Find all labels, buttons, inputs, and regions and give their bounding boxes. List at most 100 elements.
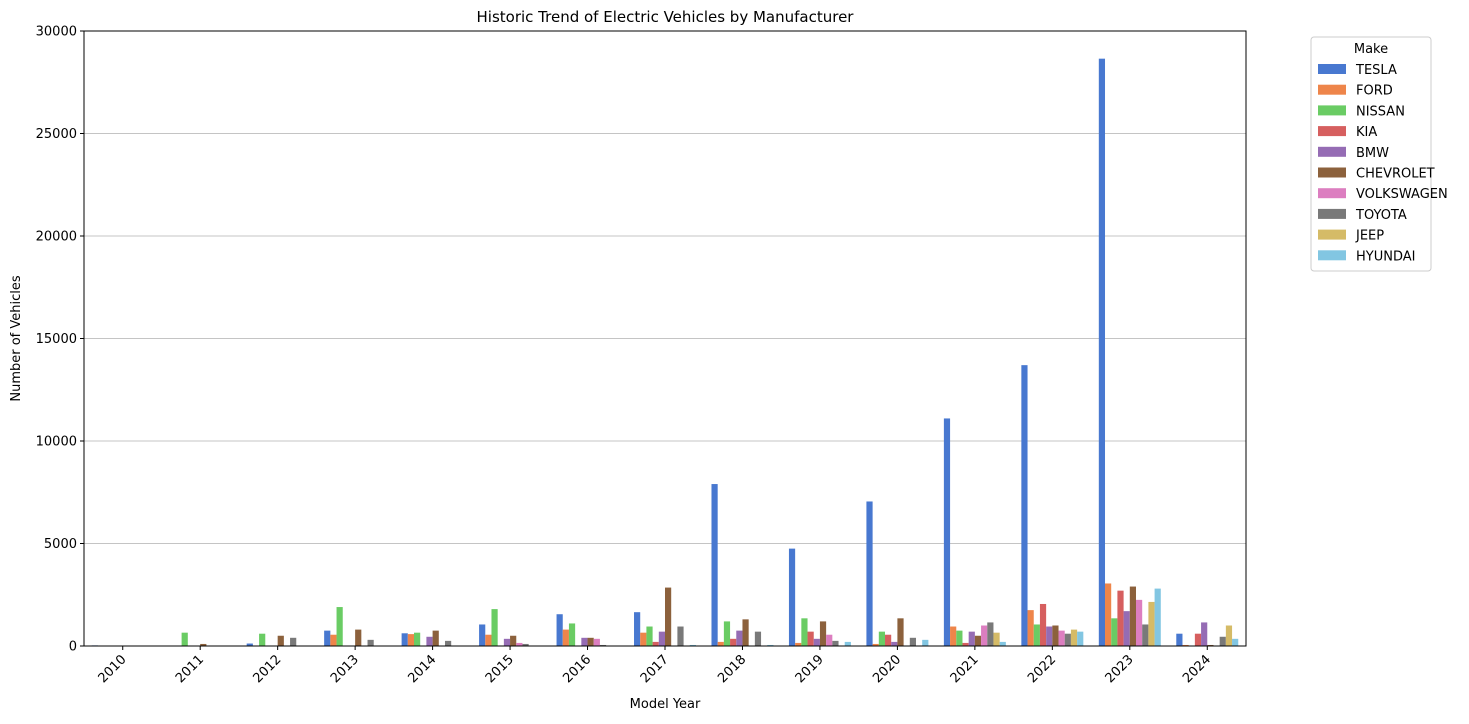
series-tesla: [91, 58, 1183, 647]
y-axis: 0 5000 10000 15000 20000 25000 30000: [36, 25, 84, 655]
bar: [1027, 610, 1034, 646]
legend-label: FORD: [1356, 84, 1393, 99]
bar: [414, 632, 421, 646]
legend-item-kia: KIA: [1318, 125, 1377, 140]
chart-title: Historic Trend of Electric Vehicles by M…: [477, 8, 855, 26]
bar: [1232, 638, 1239, 646]
bar: [562, 629, 569, 646]
bar: [355, 629, 362, 646]
bar: [723, 621, 731, 646]
x-axis-label: Model Year: [630, 697, 701, 712]
bar: [819, 621, 827, 646]
x-tick-label: 2015: [483, 652, 517, 686]
legend-swatch: [1318, 84, 1346, 95]
x-tick-label: 2023: [1103, 652, 1137, 686]
bar: [1098, 58, 1106, 647]
x-axis: 2010 2011 2012 2013 2014 2015 2016 2017 2018 2019…: [96, 646, 1214, 686]
bar: [1154, 588, 1161, 646]
bar: [795, 642, 802, 646]
bar: [200, 643, 207, 646]
bar: [444, 640, 452, 646]
bar: [367, 639, 374, 646]
legend-label: NISSAN: [1356, 104, 1405, 119]
bar: [522, 643, 529, 646]
bar: [336, 607, 343, 646]
series-volkswagen: [516, 599, 1143, 646]
bar: [593, 638, 600, 646]
legend-item-tesla: TESLA: [1318, 63, 1397, 78]
x-tick-label: 2013: [328, 652, 362, 686]
bar: [1046, 626, 1053, 646]
x-tick-label: 2022: [1025, 652, 1059, 686]
x-tick-label: 2017: [638, 652, 672, 686]
series-jeep: [993, 601, 1233, 646]
legend-item-volkswagen: VOLKSWAGEN: [1318, 187, 1448, 202]
bar: [640, 632, 647, 646]
y-tick-label: 10000: [36, 435, 77, 450]
bar: [330, 634, 337, 646]
x-tick-label: 2019: [793, 652, 827, 686]
series-bmw: [426, 611, 1208, 646]
bar: [922, 639, 929, 646]
legend: Make TESLA FORD NISSAN KIA BMW CHEVROLET VOLKS…: [1310, 36, 1448, 272]
bar: [736, 630, 743, 646]
bar: [1176, 633, 1183, 646]
x-tick-label: 2012: [250, 652, 284, 686]
bar: [767, 644, 774, 646]
bar: [599, 644, 607, 646]
bar: [290, 637, 297, 646]
bar: [807, 631, 814, 646]
legend-label: CHEVROLET: [1356, 167, 1435, 182]
legend-label: HYUNDAI: [1356, 249, 1415, 264]
bar: [689, 644, 696, 646]
legend-label: JEEP: [1355, 229, 1384, 244]
x-tick-label: 2010: [96, 652, 130, 686]
bar: [981, 625, 988, 646]
x-tick-label: 2024: [1180, 652, 1214, 686]
bar: [962, 642, 969, 646]
bar: [665, 587, 672, 646]
legend-item-jeep: JEEP: [1318, 229, 1384, 244]
y-tick-label: 30000: [36, 25, 77, 40]
legend-label: KIA: [1356, 125, 1377, 140]
gridlines: [84, 133, 1246, 544]
bar: [1142, 624, 1149, 646]
bar: [826, 634, 833, 646]
y-tick-label: 20000: [36, 230, 77, 245]
bar: [1064, 633, 1071, 646]
y-tick-label: 0: [69, 640, 77, 655]
bar: [587, 637, 594, 646]
series-kia: [652, 590, 1202, 646]
bar: [1052, 625, 1059, 646]
bar: [711, 484, 718, 646]
bar: [801, 618, 808, 646]
legend-label: VOLKSWAGEN: [1356, 187, 1448, 202]
bar: [677, 626, 684, 646]
bar: [1123, 611, 1130, 646]
bar: [1207, 644, 1214, 646]
legend-item-bmw: BMW: [1318, 146, 1389, 161]
legend-label: TOYOTA: [1355, 208, 1407, 223]
bar: [993, 632, 1000, 646]
bar: [479, 624, 486, 646]
bar: [646, 626, 653, 646]
bar: [742, 619, 749, 646]
bar: [401, 633, 408, 646]
legend-swatch: [1318, 105, 1346, 116]
bar: [788, 548, 796, 646]
bar: [1070, 629, 1078, 646]
bar: [987, 622, 994, 646]
bar: [491, 609, 498, 646]
x-tick-label: 2018: [715, 652, 749, 686]
bar: [1058, 630, 1065, 646]
bar: [891, 641, 898, 646]
bar: [503, 638, 511, 646]
bar: [485, 634, 492, 646]
bar: [1077, 631, 1084, 646]
bar: [968, 631, 975, 646]
bar: [581, 637, 588, 646]
legend-item-chevrolet: CHEVROLET: [1318, 167, 1435, 182]
bar: [866, 501, 873, 646]
